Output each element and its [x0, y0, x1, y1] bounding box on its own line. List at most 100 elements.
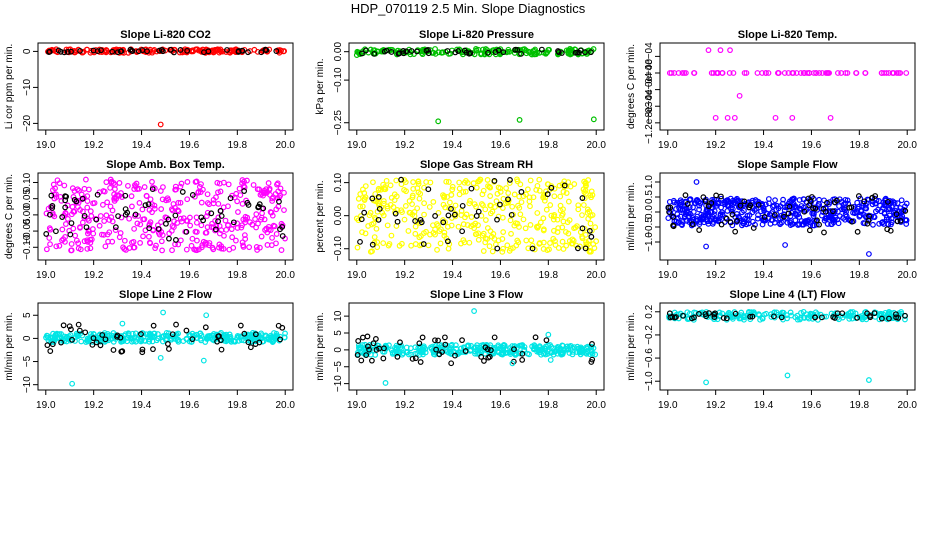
data-point [168, 227, 175, 234]
data-point [723, 215, 730, 222]
data-point [866, 251, 872, 257]
data-point [878, 315, 885, 322]
data-point [699, 214, 706, 221]
data-point [116, 180, 123, 186]
data-point [806, 315, 812, 322]
data-point [579, 212, 585, 219]
data-point [134, 220, 141, 227]
data-point [541, 191, 547, 198]
data-point [146, 233, 152, 240]
data-point [861, 198, 868, 205]
data-point [363, 47, 369, 54]
data-point [177, 215, 184, 222]
data-point [516, 193, 523, 200]
data-point [367, 209, 374, 216]
x-tick-label: 19.2 [84, 140, 104, 151]
data-point [550, 213, 557, 220]
data-point [539, 345, 546, 352]
data-point [245, 202, 252, 208]
data-point [258, 233, 265, 240]
data-point [700, 194, 707, 201]
data-point [255, 220, 261, 227]
data-point [505, 190, 512, 196]
data-point [416, 340, 423, 347]
data-point [497, 201, 503, 208]
data-point [151, 333, 158, 340]
data-point [714, 200, 721, 207]
x-tick-label: 19.6 [491, 140, 511, 151]
data-point [421, 211, 427, 218]
data-point [270, 222, 277, 229]
data-point [50, 211, 56, 218]
data-point [494, 216, 500, 223]
data-point [421, 200, 428, 207]
data-point [489, 208, 496, 215]
data-point [898, 197, 905, 204]
data-point [563, 242, 570, 249]
data-point [62, 193, 69, 200]
x-tick-label: 20.0 [586, 270, 606, 281]
data-point [592, 224, 599, 231]
data-point [88, 213, 95, 219]
data-point [78, 338, 85, 345]
data-point [511, 222, 518, 229]
data-point [420, 241, 427, 247]
y-tick-label: 5 [333, 330, 344, 336]
data-point [104, 199, 111, 206]
y-axis-label: ml/min per min. [626, 312, 637, 380]
data-point [96, 332, 103, 339]
data-point [861, 220, 868, 227]
data-point [532, 46, 538, 53]
data-point [443, 235, 450, 242]
data-point [89, 341, 96, 348]
data-point [820, 206, 827, 212]
data-point [187, 222, 194, 229]
data-point [708, 200, 715, 206]
data-point [131, 225, 138, 232]
data-point [130, 244, 137, 251]
data-point [71, 49, 78, 56]
data-point [169, 207, 176, 214]
data-point [504, 242, 511, 249]
data-point [508, 230, 514, 237]
data-point [147, 240, 154, 247]
data-point [867, 313, 873, 319]
data-point [691, 200, 698, 206]
data-point [87, 245, 94, 252]
data-point [93, 216, 100, 223]
data-point [269, 234, 275, 241]
data-point [426, 204, 433, 210]
data-point [103, 212, 110, 219]
data-point [139, 349, 146, 356]
y-tick-label: 0e+00 [644, 59, 655, 88]
data-point [786, 203, 793, 210]
data-point [173, 331, 180, 338]
data-point [442, 334, 448, 341]
y-tick-label: −0.5 [644, 217, 655, 237]
data-point [556, 182, 563, 189]
data-point [357, 213, 364, 219]
data-point [423, 179, 430, 185]
data-point [796, 214, 803, 220]
data-point [414, 185, 421, 192]
plot-frame [37, 42, 294, 131]
data-point [169, 331, 176, 338]
data-point [712, 114, 719, 121]
data-point [101, 218, 108, 224]
data-point [482, 344, 489, 351]
data-point [166, 346, 172, 352]
data-point [445, 245, 452, 252]
data-point [435, 118, 442, 125]
data-point [771, 310, 777, 316]
data-point [139, 346, 146, 353]
data-point [151, 330, 157, 337]
data-point [248, 338, 254, 345]
data-point [405, 228, 412, 234]
data-point [544, 49, 551, 56]
data-point [684, 201, 691, 207]
data-point [540, 350, 547, 357]
data-point [732, 310, 739, 317]
data-point [579, 235, 586, 242]
data-point [448, 205, 454, 212]
data-point [43, 231, 50, 237]
